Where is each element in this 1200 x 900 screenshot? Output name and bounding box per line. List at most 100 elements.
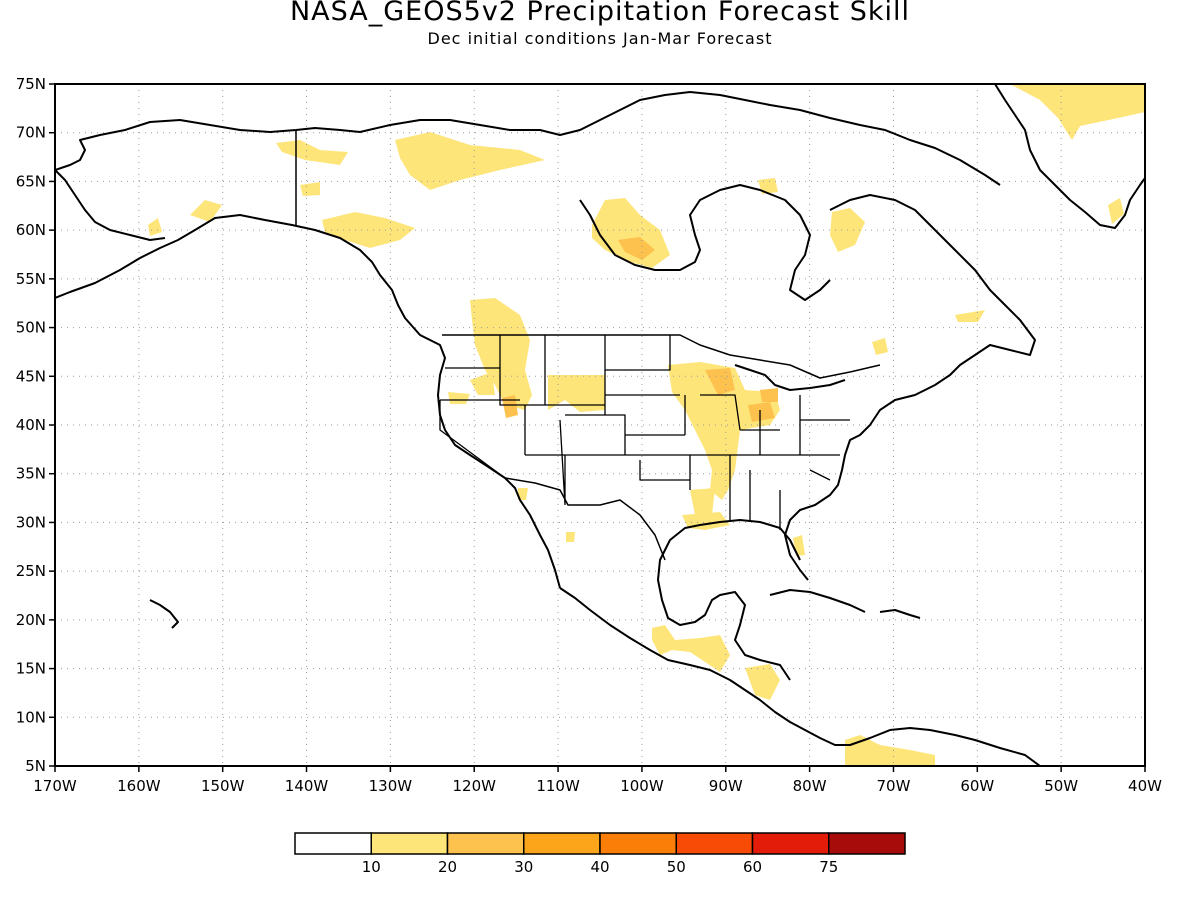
lon-label: 130W: [369, 777, 413, 795]
colorbar-swatch: [370, 832, 449, 855]
lat-label: 50N: [16, 319, 46, 337]
lon-label: 50W: [1044, 777, 1078, 795]
colorbar-label: 75: [819, 858, 838, 876]
lat-label: 20N: [16, 611, 46, 629]
colorbar-swatch: [675, 832, 754, 855]
skill-patch-greenland-south: [1108, 198, 1124, 224]
colorbar: [294, 832, 906, 855]
lat-label: 35N: [16, 465, 46, 483]
coast-hawaii: [149, 599, 179, 629]
skill-patch-north-alaska: [276, 140, 348, 165]
lat-label: 30N: [16, 513, 46, 531]
colorbar-label: 20: [438, 858, 457, 876]
longitude-labels: 170W 160W 150W 140W 130W 120W 110W 100W 90W 80W 70…: [33, 777, 1162, 795]
colorbar-swatch: [523, 832, 601, 855]
coast-central-america: [559, 587, 1041, 766]
lon-label: 70W: [877, 777, 911, 795]
plot-frame: [54, 83, 1146, 767]
map-subtitle: Dec initial conditions Jan-Mar Forecast: [427, 29, 773, 48]
colorbar-labels: 10 20 30 40 50 60 75: [362, 858, 839, 876]
lat-label: 25N: [16, 562, 46, 580]
skill-patch-arkansas: [690, 488, 715, 515]
skill-shading: [148, 84, 1145, 766]
skill-patch-florida: [793, 535, 805, 556]
lat-label: 45N: [16, 367, 46, 385]
lon-label: 80W: [793, 777, 827, 795]
lon-label: 160W: [117, 777, 161, 795]
map-title: NASA_GEOS5v2 Precipitation Forecast Skil…: [289, 0, 911, 27]
colorbar-swatch: [599, 832, 677, 855]
skill-patch-idaho-core: [502, 395, 518, 418]
lat-label: 40N: [16, 416, 46, 434]
graticule: [55, 84, 1145, 766]
skill-patch-ohio: [760, 388, 778, 402]
lon-label: 40W: [1128, 777, 1162, 795]
colorbar-swatch: [751, 832, 830, 855]
coast-hudson-bay: [579, 184, 831, 301]
coast-cuba: [769, 589, 866, 613]
colorbar-label: 50: [667, 858, 686, 876]
lat-label: 5N: [25, 757, 46, 775]
lon-label: 120W: [452, 777, 496, 795]
lon-label: 150W: [201, 777, 245, 795]
coast-labrador: [784, 194, 1036, 581]
skill-patch-oregon-south: [448, 392, 470, 404]
coast-alaska: [55, 214, 561, 589]
lon-label: 100W: [620, 777, 664, 795]
skill-patch-pacific-northwest: [470, 298, 532, 410]
colorbar-swatch: [294, 832, 372, 855]
skill-patch-indiana: [748, 402, 775, 422]
skill-patch-alaska-range: [190, 200, 222, 222]
skill-patch-nunavut: [758, 178, 778, 194]
skill-patch-honduras: [745, 664, 780, 700]
colorbar-label: 10: [362, 858, 381, 876]
skill-patch-north-canada: [395, 132, 545, 190]
lat-label: 60N: [16, 221, 46, 239]
lat-label: 65N: [16, 172, 46, 190]
lon-label: 90W: [709, 777, 743, 795]
colorbar-label: 60: [743, 858, 762, 876]
latitude-labels: 75N 70N 65N 60N 55N 50N 45N 40N 35N 30N 25N 20N 15N 1…: [16, 75, 46, 775]
skill-patch-hudson-west-core: [618, 237, 655, 260]
skill-patch-venezuela: [845, 735, 935, 766]
lat-label: 75N: [16, 75, 46, 93]
lat-label: 10N: [16, 708, 46, 726]
skill-patch-southern-mexico: [652, 625, 730, 672]
skill-patch-hudson-west: [592, 198, 670, 268]
colorbar-label: 30: [514, 858, 533, 876]
axis-ticks: [49, 83, 1146, 772]
skill-patch-wyoming: [548, 375, 605, 412]
skill-patch-wisconsin: [705, 368, 735, 395]
lon-label: 170W: [33, 777, 77, 795]
skill-patch-midwest: [668, 362, 780, 500]
skill-patch-yukon: [300, 182, 320, 196]
coast-alaska-west: [55, 169, 166, 241]
colorbar-swatch: [828, 832, 906, 855]
border-us-canada: [442, 334, 881, 379]
skill-patch-bc: [322, 212, 415, 248]
coastlines: [55, 84, 1145, 766]
lat-label: 55N: [16, 270, 46, 288]
skill-patch-greenland: [1010, 84, 1145, 140]
lon-label: 110W: [536, 777, 580, 795]
skill-patch-alaska-west: [148, 218, 162, 236]
coast-hispaniola: [879, 609, 921, 619]
coast-alaska-north: [55, 91, 1001, 186]
coast-great-lakes: [734, 364, 846, 391]
skill-patch-labrador: [955, 310, 985, 322]
colorbar-label: 40: [590, 858, 609, 876]
lat-label: 70N: [16, 124, 46, 142]
border-us-mexico: [504, 477, 666, 561]
lon-label: 60W: [960, 777, 994, 795]
lon-label: 140W: [285, 777, 329, 795]
skill-patch-maritimes: [872, 338, 888, 355]
skill-patch-baja: [518, 488, 528, 500]
skill-patch-oregon: [470, 372, 495, 395]
lat-label: 15N: [16, 660, 46, 678]
border-state-lines: [439, 335, 850, 530]
coast-greenland: [994, 84, 1145, 229]
colorbar-swatch: [446, 832, 525, 855]
coast-gulf-of-mexico: [657, 519, 801, 681]
skill-patch-sierra-madre: [566, 532, 575, 542]
